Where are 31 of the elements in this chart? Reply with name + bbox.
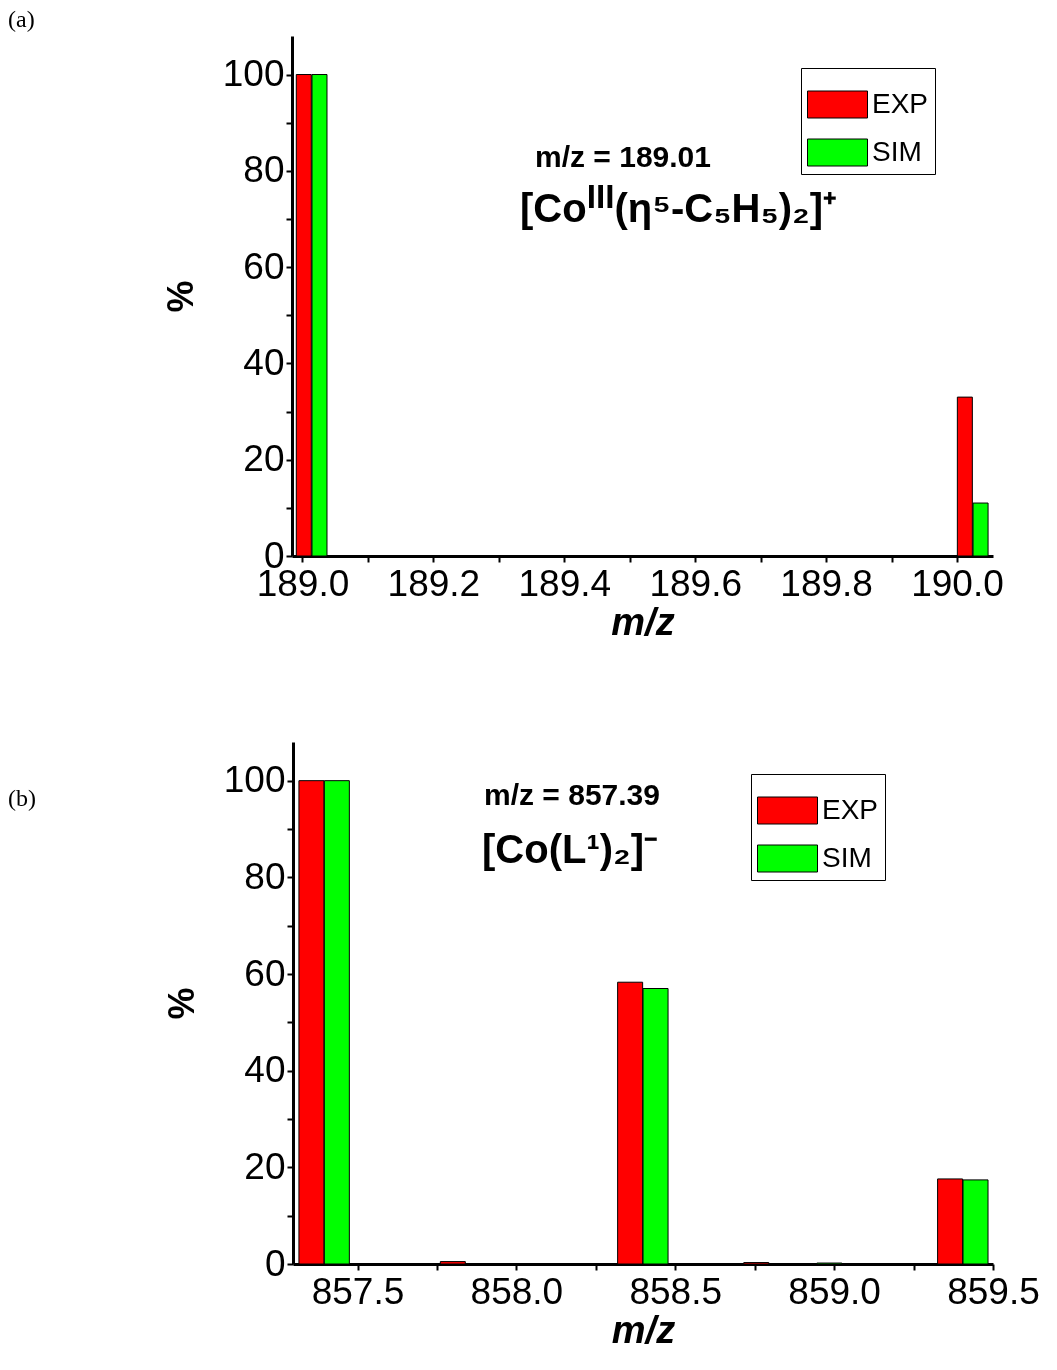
y-axis-title: %: [160, 987, 202, 1020]
y-axis-title: %: [159, 280, 201, 313]
x-tick-label: 189.8: [780, 562, 873, 604]
legend-label: SIM: [822, 841, 872, 873]
y-tick-label: 20: [244, 1145, 286, 1187]
y-tick-label: 40: [244, 1049, 286, 1091]
legend-label: SIM: [872, 135, 922, 167]
x-tick-label: 858.0: [470, 1270, 564, 1312]
annotation: m/z = 857.39: [484, 778, 660, 812]
annotation: [Co$^{III}$(η⁵-C₅H₅)₂]⁺: [520, 178, 838, 233]
y-tick-label: 0: [264, 1242, 286, 1284]
text: (a): [8, 6, 35, 33]
text: (b): [8, 785, 36, 812]
legend-label: EXP: [872, 87, 929, 119]
y-tick-label: 60: [243, 245, 285, 287]
legend-label: EXP: [822, 793, 879, 825]
y-tick-label: 60: [244, 952, 286, 994]
y-tick-label: 40: [243, 341, 285, 383]
y-tick-label: 20: [243, 438, 285, 480]
annotation: [Co(L¹)₂]⁻: [482, 826, 659, 873]
y-tick-label: 100: [222, 53, 285, 95]
x-tick-label: 189.4: [518, 562, 612, 604]
y-tick-label: 100: [223, 759, 286, 801]
y-tick-label: 80: [243, 149, 285, 191]
x-tick-label: 857.5: [311, 1270, 405, 1312]
annotation: m/z = 189.01: [535, 140, 711, 174]
x-tick-label: 190.0: [911, 562, 1004, 604]
y-tick-label: 80: [244, 855, 286, 897]
x-tick-label: 189.2: [387, 562, 481, 604]
x-tick-label: 859.5: [947, 1270, 1040, 1312]
x-tick-label: 859.0: [788, 1270, 881, 1312]
